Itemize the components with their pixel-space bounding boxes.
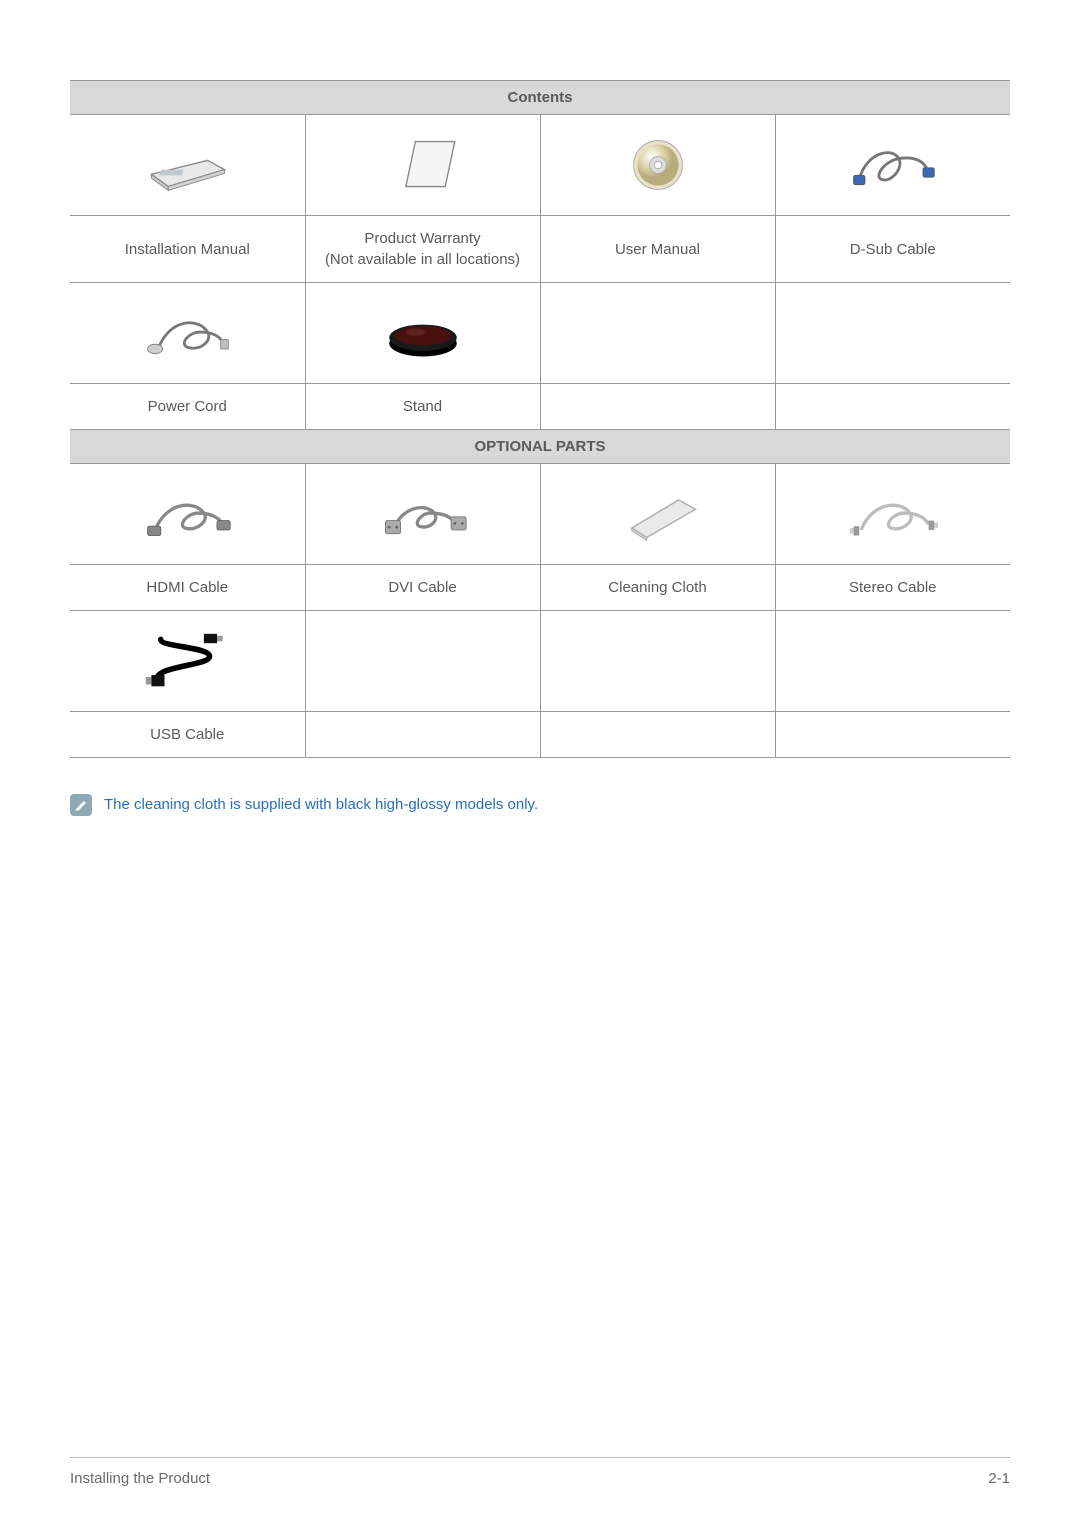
stereo-cable-icon [776,464,1011,564]
table-cell [540,115,775,216]
table-cell [70,464,305,565]
usb-cable-icon [70,611,305,711]
optional-header: OPTIONAL PARTS [70,430,1010,464]
warranty-card-icon [306,115,540,215]
footer-left: Installing the Product [70,1470,210,1487]
note-text: The cleaning cloth is supplied with blac… [104,794,538,813]
table-cell [305,115,540,216]
contents-table: Contents [70,80,1010,758]
table-cell [540,464,775,565]
power-cord-icon [70,283,305,383]
dvi-cable-icon [306,464,540,564]
item-label [775,712,1010,758]
contents-header: Contents [70,81,1010,115]
cleaning-cloth-icon [541,464,775,564]
table-cell [305,464,540,565]
table-cell [70,611,305,712]
table-cell [70,115,305,216]
footer-right: 2-1 [988,1470,1010,1487]
table-cell [540,283,775,384]
item-label [775,384,1010,430]
item-label [540,712,775,758]
table-cell [305,283,540,384]
item-label: Stereo Cable [775,565,1010,611]
item-label: Product Warranty (Not available in all l… [305,216,540,283]
stand-icon [306,283,540,383]
hdmi-cable-icon [70,464,305,564]
installation-manual-icon [70,115,305,215]
dsub-cable-icon [776,115,1011,215]
item-label: HDMI Cable [70,565,305,611]
disc-icon [541,115,775,215]
pencil-note-icon [70,794,92,816]
table-cell [775,611,1010,712]
table-cell [70,283,305,384]
item-label: DVI Cable [305,565,540,611]
table-cell [775,464,1010,565]
item-label: D-Sub Cable [775,216,1010,283]
table-cell [305,611,540,712]
item-label: User Manual [540,216,775,283]
table-cell [775,115,1010,216]
table-cell [540,611,775,712]
page-content: Contents [0,0,1080,816]
item-label [540,384,775,430]
item-label: Power Cord [70,384,305,430]
item-label: Stand [305,384,540,430]
footer: Installing the Product 2-1 [70,1457,1010,1487]
table-cell [775,283,1010,384]
note: The cleaning cloth is supplied with blac… [70,794,1010,816]
item-label: Cleaning Cloth [540,565,775,611]
item-label: Installation Manual [70,216,305,283]
item-label [305,712,540,758]
item-label: USB Cable [70,712,305,758]
